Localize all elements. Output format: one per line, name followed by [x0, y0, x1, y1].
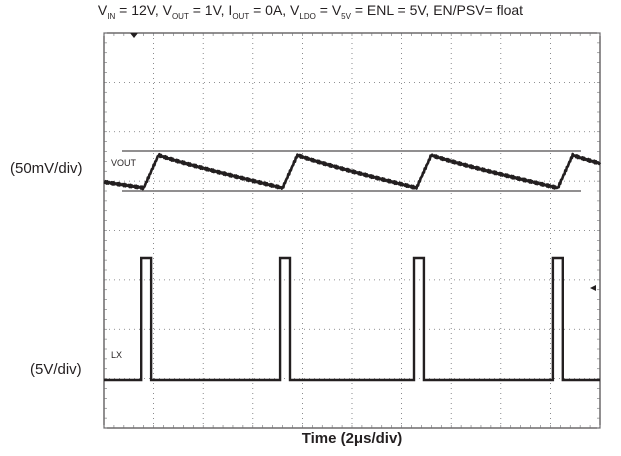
vout-trace — [103, 152, 602, 191]
lx-trace-label: LX — [111, 350, 122, 360]
chart-title: VIN = 12V, VOUT = 1V, IOUT = 0A, VLDO = … — [0, 0, 621, 24]
level-arrow — [590, 285, 596, 291]
title-part: = 12V, V — [115, 2, 172, 18]
title-part: = 0A, V — [249, 2, 300, 18]
title-part: V — [97, 2, 108, 18]
title-subscript: 5V — [341, 11, 351, 21]
title-part: = ENL = 5V, EN/PSV= float — [350, 2, 524, 18]
vout-scale-label: (50mV/div) — [10, 160, 83, 177]
title-subscript: OUT — [171, 11, 189, 21]
title-part: = 1V, I — [188, 2, 233, 18]
title-subscript: OUT — [232, 11, 250, 21]
lx-trace — [104, 256, 600, 382]
trigger-marker — [130, 33, 138, 38]
title-part: = V — [315, 2, 342, 18]
lx-scale-label: (5V/div) — [30, 361, 82, 378]
title-subscript: LDO — [299, 11, 316, 21]
title-subscript: IN — [107, 11, 116, 21]
x-axis-label: Time (2μs/div) — [301, 430, 403, 447]
vout-trace-label: VOUT — [111, 158, 137, 168]
